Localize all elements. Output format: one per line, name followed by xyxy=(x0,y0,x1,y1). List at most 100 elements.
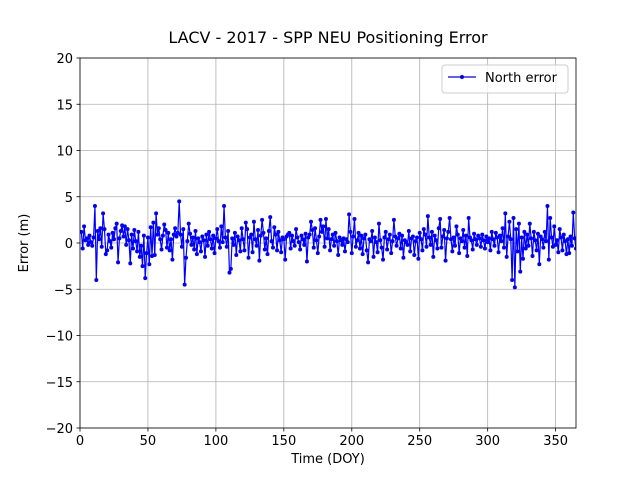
point xyxy=(457,251,462,256)
point xyxy=(132,228,137,233)
point xyxy=(541,245,546,250)
point xyxy=(133,239,138,244)
point xyxy=(529,236,534,241)
point xyxy=(527,221,532,226)
point xyxy=(537,262,542,267)
point xyxy=(303,231,308,236)
point xyxy=(217,245,222,250)
point xyxy=(223,235,228,240)
point xyxy=(462,245,467,250)
point xyxy=(193,228,198,233)
point xyxy=(455,232,460,237)
point xyxy=(92,204,97,208)
point xyxy=(295,235,300,240)
point xyxy=(291,239,296,244)
point xyxy=(421,227,426,232)
point xyxy=(101,211,106,216)
point xyxy=(220,240,225,245)
point xyxy=(178,232,183,237)
point xyxy=(192,247,197,252)
point xyxy=(400,233,405,238)
point xyxy=(141,233,146,238)
point xyxy=(249,232,254,237)
point xyxy=(205,243,210,248)
point xyxy=(533,238,538,243)
point xyxy=(374,240,379,245)
point xyxy=(478,244,483,249)
point xyxy=(318,217,323,222)
point xyxy=(353,244,358,249)
point xyxy=(264,236,269,241)
point xyxy=(107,239,112,244)
point xyxy=(503,211,508,216)
point xyxy=(174,234,179,239)
point xyxy=(268,215,273,220)
point xyxy=(319,229,324,234)
point xyxy=(534,248,539,253)
point xyxy=(106,232,111,237)
point xyxy=(485,240,490,245)
point xyxy=(209,246,214,251)
point xyxy=(507,219,512,224)
point xyxy=(461,228,466,233)
point xyxy=(197,240,202,245)
point xyxy=(163,228,168,233)
point xyxy=(567,251,572,256)
point xyxy=(446,229,451,234)
x-tick-label: 350 xyxy=(543,434,568,449)
point xyxy=(156,226,161,231)
point xyxy=(500,226,505,231)
point xyxy=(535,231,540,236)
point xyxy=(304,259,309,264)
point xyxy=(423,232,428,237)
y-tick-label: 10 xyxy=(56,145,73,160)
point xyxy=(272,225,277,230)
y-tick-label: −5 xyxy=(54,283,73,298)
y-tick-label: 15 xyxy=(56,98,73,113)
legend-marker xyxy=(460,75,464,79)
point xyxy=(352,216,357,221)
point xyxy=(552,224,557,229)
point xyxy=(122,224,127,229)
point xyxy=(489,229,494,234)
point xyxy=(126,238,131,243)
point xyxy=(465,253,470,258)
point xyxy=(313,226,318,231)
point xyxy=(261,230,266,235)
point xyxy=(525,232,530,237)
legend-label: North error xyxy=(485,71,558,86)
point xyxy=(383,229,388,234)
point xyxy=(434,238,439,243)
point xyxy=(429,229,434,234)
point xyxy=(200,234,205,239)
point xyxy=(491,237,496,242)
point xyxy=(459,239,464,244)
point xyxy=(435,246,440,251)
point xyxy=(232,230,237,235)
point xyxy=(515,249,520,254)
point xyxy=(84,236,89,241)
point xyxy=(166,230,171,235)
point xyxy=(360,252,365,257)
point xyxy=(378,238,383,243)
point xyxy=(472,231,477,236)
point xyxy=(444,236,449,241)
point xyxy=(504,254,509,259)
point xyxy=(416,256,421,261)
point xyxy=(510,278,515,282)
point xyxy=(466,216,471,221)
point xyxy=(364,248,369,253)
point xyxy=(87,233,92,238)
point xyxy=(113,226,118,231)
x-tick-label: 150 xyxy=(271,434,296,449)
point xyxy=(405,242,410,247)
point xyxy=(105,248,110,253)
point xyxy=(323,216,328,221)
point xyxy=(477,236,482,241)
point xyxy=(545,204,550,208)
point xyxy=(254,243,259,248)
point xyxy=(190,235,195,240)
point xyxy=(394,243,399,248)
point xyxy=(417,230,422,235)
point xyxy=(347,212,352,217)
